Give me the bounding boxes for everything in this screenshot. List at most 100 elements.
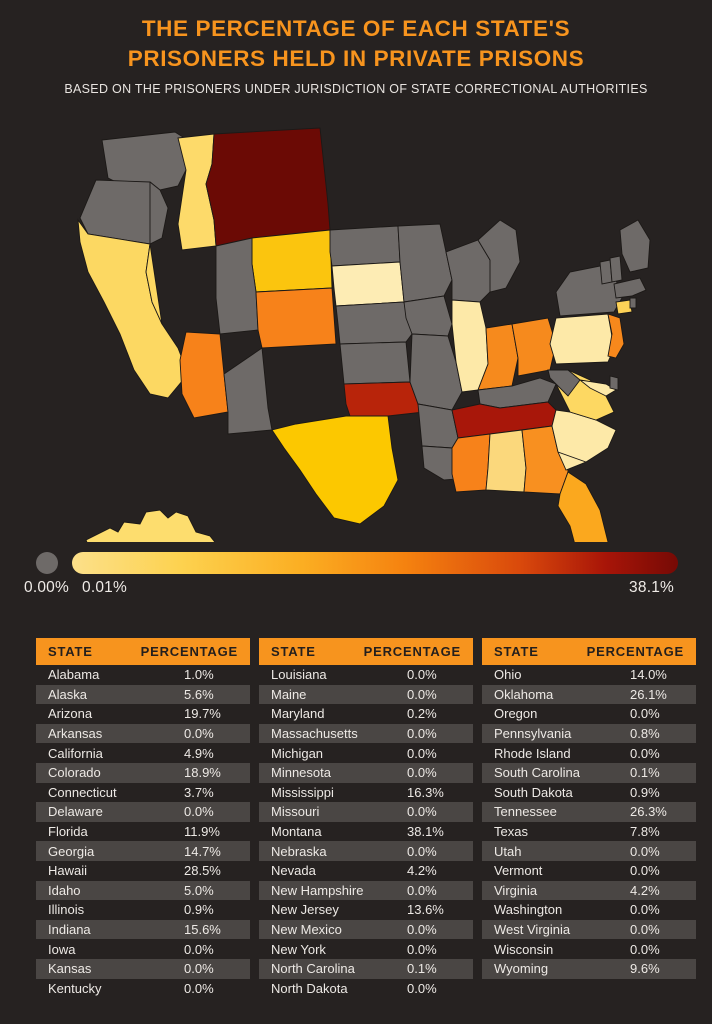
page-header: THE PERCENTAGE OF EACH STATE'S PRISONERS… (0, 0, 712, 96)
map-state-ct (615, 299, 633, 315)
table-header-2: STATE PERCENTAGE (259, 638, 473, 665)
cell-state: North Carolina (271, 961, 355, 977)
table-row: Michigan 0.0% (259, 743, 473, 763)
table-row: Iowa 0.0% (36, 939, 250, 959)
cell-state: Tennessee (494, 804, 557, 820)
map-svg (77, 127, 651, 542)
cell-percentage: 0.1% (630, 765, 660, 781)
table-row: Tennessee 26.3% (482, 802, 696, 822)
map-state-wv (547, 369, 581, 397)
table-row: Alaska 5.6% (36, 684, 250, 705)
map-state-ak (85, 509, 216, 542)
map-state-sd (331, 261, 405, 307)
cell-state: Utah (494, 843, 522, 859)
cell-percentage: 4.9% (184, 745, 214, 761)
cell-percentage: 0.0% (630, 922, 660, 938)
title-line-2: PRISONERS HELD IN PRIVATE PRISONS (127, 45, 585, 71)
cell-percentage: 0.0% (630, 843, 660, 859)
header-percentage: PERCENTAGE (140, 644, 238, 659)
map-state-wy (251, 229, 333, 293)
cell-percentage: 0.0% (184, 726, 214, 742)
cell-state: Michigan (271, 745, 324, 761)
legend-label-max: 38.1% (629, 579, 674, 596)
table-row: Maryland 0.2% (259, 704, 473, 724)
cell-state: Montana (271, 824, 322, 840)
map-state-ia (403, 295, 453, 337)
cell-state: Pennsylvania (494, 726, 572, 742)
map-state-oh (511, 317, 557, 377)
cell-state: Illinois (48, 902, 85, 918)
table-row: Minnesota 0.0% (259, 762, 473, 783)
table-row: Maine 0.0% (259, 684, 473, 705)
cell-state: Wyoming (494, 961, 549, 977)
cell-state: Connecticut (48, 784, 117, 800)
cell-percentage: 14.7% (184, 843, 221, 859)
cell-state: Alaska (48, 686, 88, 702)
map-state-ks (339, 341, 411, 385)
table-row: New Mexico 0.0% (259, 919, 473, 940)
table-row: Idaho 5.0% (36, 880, 250, 901)
cell-state: Nebraska (271, 843, 327, 859)
cell-percentage: 26.3% (630, 804, 667, 820)
cell-state: California (48, 745, 103, 761)
cell-state: Massachusetts (271, 726, 358, 742)
table-row: Illinois 0.9% (36, 900, 250, 920)
table-header-3: STATE PERCENTAGE (482, 638, 696, 665)
map-state-nj (607, 313, 625, 359)
cell-state: New Hampshire (271, 882, 364, 898)
table-row: South Dakota 0.9% (482, 783, 696, 803)
header-state: STATE (494, 644, 539, 659)
header-state: STATE (48, 644, 93, 659)
header-percentage: PERCENTAGE (363, 644, 461, 659)
cell-state: Rhode Island (494, 745, 571, 761)
cell-percentage: 3.7% (184, 784, 214, 800)
table-row: Texas 7.8% (482, 822, 696, 842)
table-row: Virginia 4.2% (482, 880, 696, 901)
page-title: THE PERCENTAGE OF EACH STATE'S PRISONERS… (0, 14, 712, 73)
table-row: Mississippi 16.3% (259, 783, 473, 803)
map-state-ri (629, 297, 637, 309)
table-body-2: Louisiana 0.0% Maine 0.0% Maryland 0.2% Massac… (259, 665, 473, 998)
map-state-mn (397, 223, 453, 303)
cell-state: Missouri (271, 804, 320, 820)
cell-state: Virginia (494, 882, 538, 898)
cell-state: Colorado (48, 765, 101, 781)
title-line-1: THE PERCENTAGE OF EACH STATE'S (141, 16, 571, 41)
map-state-mi (477, 219, 521, 293)
map-state-or (79, 179, 169, 245)
cell-percentage: 0.0% (407, 804, 437, 820)
cell-state: South Dakota (494, 784, 573, 800)
table-row: California 4.9% (36, 743, 250, 763)
table-column-1: STATE PERCENTAGE Alabama 1.0% Alaska 5.6% Ar… (36, 638, 250, 998)
cell-percentage: 0.2% (407, 706, 437, 722)
cell-percentage: 0.0% (630, 706, 660, 722)
cell-percentage: 0.0% (407, 843, 437, 859)
map-state-fl (557, 471, 609, 542)
table-row: New Hampshire 0.0% (259, 880, 473, 901)
header-state: STATE (271, 644, 316, 659)
cell-state: New Mexico (271, 922, 342, 938)
cell-state: Oklahoma (494, 686, 554, 702)
cell-percentage: 9.6% (630, 961, 660, 977)
map-state-me (619, 219, 651, 273)
cell-percentage: 5.0% (184, 882, 214, 898)
table-row: Hawaii 28.5% (36, 861, 250, 881)
table-row: Kentucky 0.0% (36, 979, 250, 999)
map-state-ma (613, 277, 647, 299)
table-header-1: STATE PERCENTAGE (36, 638, 250, 665)
table-row: Connecticut 3.7% (36, 783, 250, 803)
us-choropleth-map (0, 112, 712, 542)
cell-state: Nevada (271, 863, 316, 879)
cell-state: Mississippi (271, 784, 334, 800)
table-row: Colorado 18.9% (36, 762, 250, 783)
cell-percentage: 0.0% (630, 941, 660, 957)
table-row: Arizona 19.7% (36, 704, 250, 724)
cell-state: Delaware (48, 804, 103, 820)
cell-state: West Virginia (494, 922, 571, 938)
cell-percentage: 0.0% (630, 902, 660, 918)
cell-state: Iowa (48, 941, 76, 957)
table-row: North Dakota 0.0% (259, 979, 473, 999)
table-body-3: Ohio 14.0% Oklahoma 26.1% Oregon 0.0% Pennsylv… (482, 665, 696, 979)
table-row: Nebraska 0.0% (259, 841, 473, 861)
cell-percentage: 0.0% (630, 863, 660, 879)
